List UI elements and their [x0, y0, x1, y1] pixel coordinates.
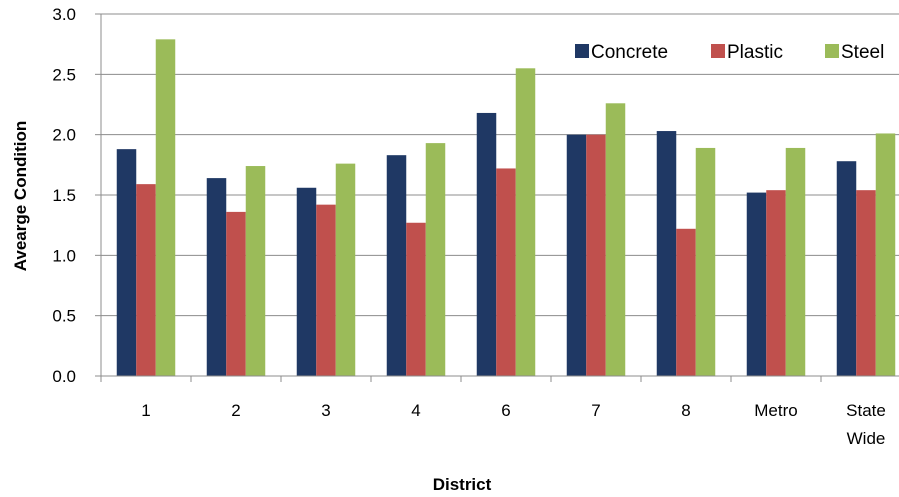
y-tick-label: 3.0	[52, 5, 76, 24]
y-tick-label: 2.0	[52, 126, 76, 145]
bar-concrete	[386, 155, 407, 376]
x-tick-label: 8	[681, 401, 690, 420]
x-tick-label: 2	[231, 401, 240, 420]
x-tick-label: 7	[591, 401, 600, 420]
y-tick-label: 1.5	[52, 186, 76, 205]
y-tick-labels: 0.0 0.5 1.0 1.5 2.0 2.5 3.0	[52, 5, 76, 386]
bar-concrete	[206, 178, 227, 376]
bar-plastic	[586, 134, 606, 376]
bar-steel	[875, 133, 896, 376]
bar-steel	[785, 147, 806, 376]
bar-plastic	[676, 228, 696, 376]
bar-steel	[335, 163, 356, 376]
axes	[100, 14, 899, 382]
bar-concrete	[296, 187, 317, 376]
bar-plastic	[766, 190, 786, 376]
bar-plastic	[496, 168, 516, 376]
x-tick-label: 1	[141, 401, 150, 420]
x-axis-title: District	[433, 475, 492, 494]
bar-concrete	[566, 134, 587, 376]
bar-concrete	[836, 161, 857, 376]
bar-steel	[425, 143, 446, 376]
legend-swatch-steel	[825, 44, 839, 58]
legend-swatch-concrete	[575, 44, 589, 58]
bar-steel	[605, 103, 626, 376]
bar-plastic	[406, 222, 426, 376]
y-axis-title: Avearge Condition	[11, 121, 30, 272]
bar-concrete	[116, 149, 137, 376]
legend-swatch-plastic	[711, 44, 725, 58]
y-tick-label: 2.5	[52, 65, 76, 84]
bar-steel	[515, 68, 536, 377]
x-tick-labels: 1 2 3 4 6 7 8 Metro State Wide	[141, 401, 886, 448]
bar-steel	[695, 147, 716, 376]
bar-plastic	[856, 190, 876, 376]
bar-plastic	[316, 204, 336, 376]
bar-plastic	[136, 184, 156, 376]
legend-label-steel: Steel	[841, 42, 884, 63]
x-tick-label: Metro	[754, 401, 797, 420]
bar-concrete	[656, 131, 677, 376]
bar-concrete	[476, 112, 497, 377]
x-tick-label: 3	[321, 401, 330, 420]
legend-label-plastic: Plastic	[727, 42, 783, 63]
legend: Concrete Plastic Steel	[575, 42, 884, 63]
bar-steel	[245, 166, 266, 376]
x-tick-label: State Wide	[846, 401, 886, 448]
y-tick-label: 1.0	[52, 246, 76, 265]
bar-plastic	[226, 211, 246, 376]
x-tick-label: 4	[411, 401, 420, 420]
bars	[116, 39, 896, 377]
y-tick-label: 0.0	[52, 367, 76, 386]
bar-steel	[155, 39, 176, 377]
bar-concrete	[746, 192, 767, 376]
y-tick-label: 0.5	[52, 307, 76, 326]
legend-label-concrete: Concrete	[591, 42, 668, 63]
x-tick-label: 6	[501, 401, 510, 420]
